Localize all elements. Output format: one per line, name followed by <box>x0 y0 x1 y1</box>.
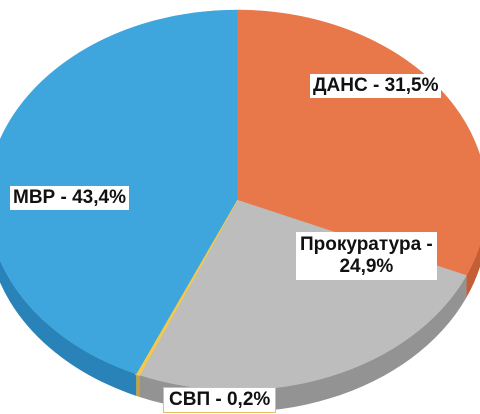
pie-side-свп <box>136 373 140 397</box>
label-prokuratura-line1: Прокуратура - <box>300 234 433 255</box>
label-svp: СВП - 0,2% <box>163 387 277 413</box>
pie-side-данс <box>466 244 480 298</box>
pie-side-мвр <box>0 260 137 396</box>
pie-slice-прокуратура <box>138 199 467 391</box>
label-mvr: МВР - 43,4% <box>10 186 129 210</box>
label-prokuratura: Прокуратура - 24,9% <box>296 232 437 280</box>
label-prokuratura-line2: 24,9% <box>339 256 394 277</box>
label-dans: ДАНС - 31,5% <box>310 74 442 98</box>
